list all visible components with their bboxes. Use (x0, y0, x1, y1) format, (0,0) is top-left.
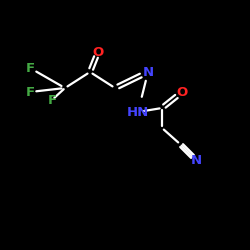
Text: F: F (48, 94, 56, 106)
Text: F: F (26, 86, 35, 98)
Text: O: O (176, 86, 188, 98)
Text: O: O (92, 46, 104, 59)
Text: N: N (142, 66, 154, 78)
Text: F: F (26, 62, 35, 74)
Text: HN: HN (127, 106, 149, 118)
Text: N: N (190, 154, 202, 166)
